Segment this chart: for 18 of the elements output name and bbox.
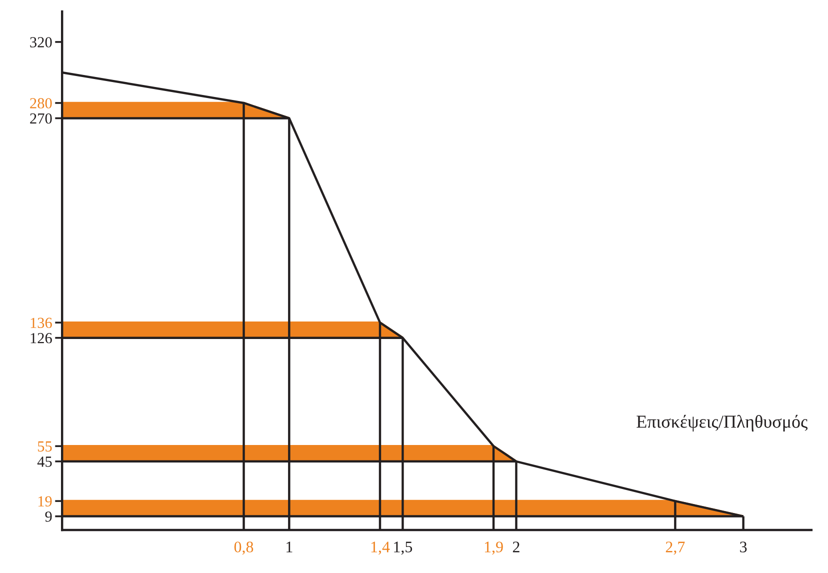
x-tick-label: 1,5 (394, 542, 412, 555)
y-tick-label: 55 (38, 441, 52, 452)
x-tick-label: 3 (740, 542, 747, 552)
y-tick-label: 280 (30, 98, 52, 108)
x-tick-label: 2,7 (666, 542, 685, 555)
x-tick-label: 2 (512, 542, 520, 552)
y-tick-label: 270 (30, 113, 52, 124)
x-tick-label: 1,9 (484, 542, 503, 555)
y-tick-label: 126 (30, 333, 52, 344)
y-tick-label: 320 (30, 37, 52, 48)
y-tick-label: 9 (45, 511, 52, 522)
y-tick-label: 19 (38, 496, 52, 506)
y-tick-label: 136 (30, 318, 52, 328)
x-tick-label: 0,8 (234, 542, 254, 555)
x-axis-title: Επισκέψεις/Πληθυσμός (636, 414, 808, 432)
x-tick-label: 1,4 (371, 542, 390, 555)
y-tick-label: 45 (37, 456, 52, 467)
x-tick-label: 1 (286, 542, 292, 552)
